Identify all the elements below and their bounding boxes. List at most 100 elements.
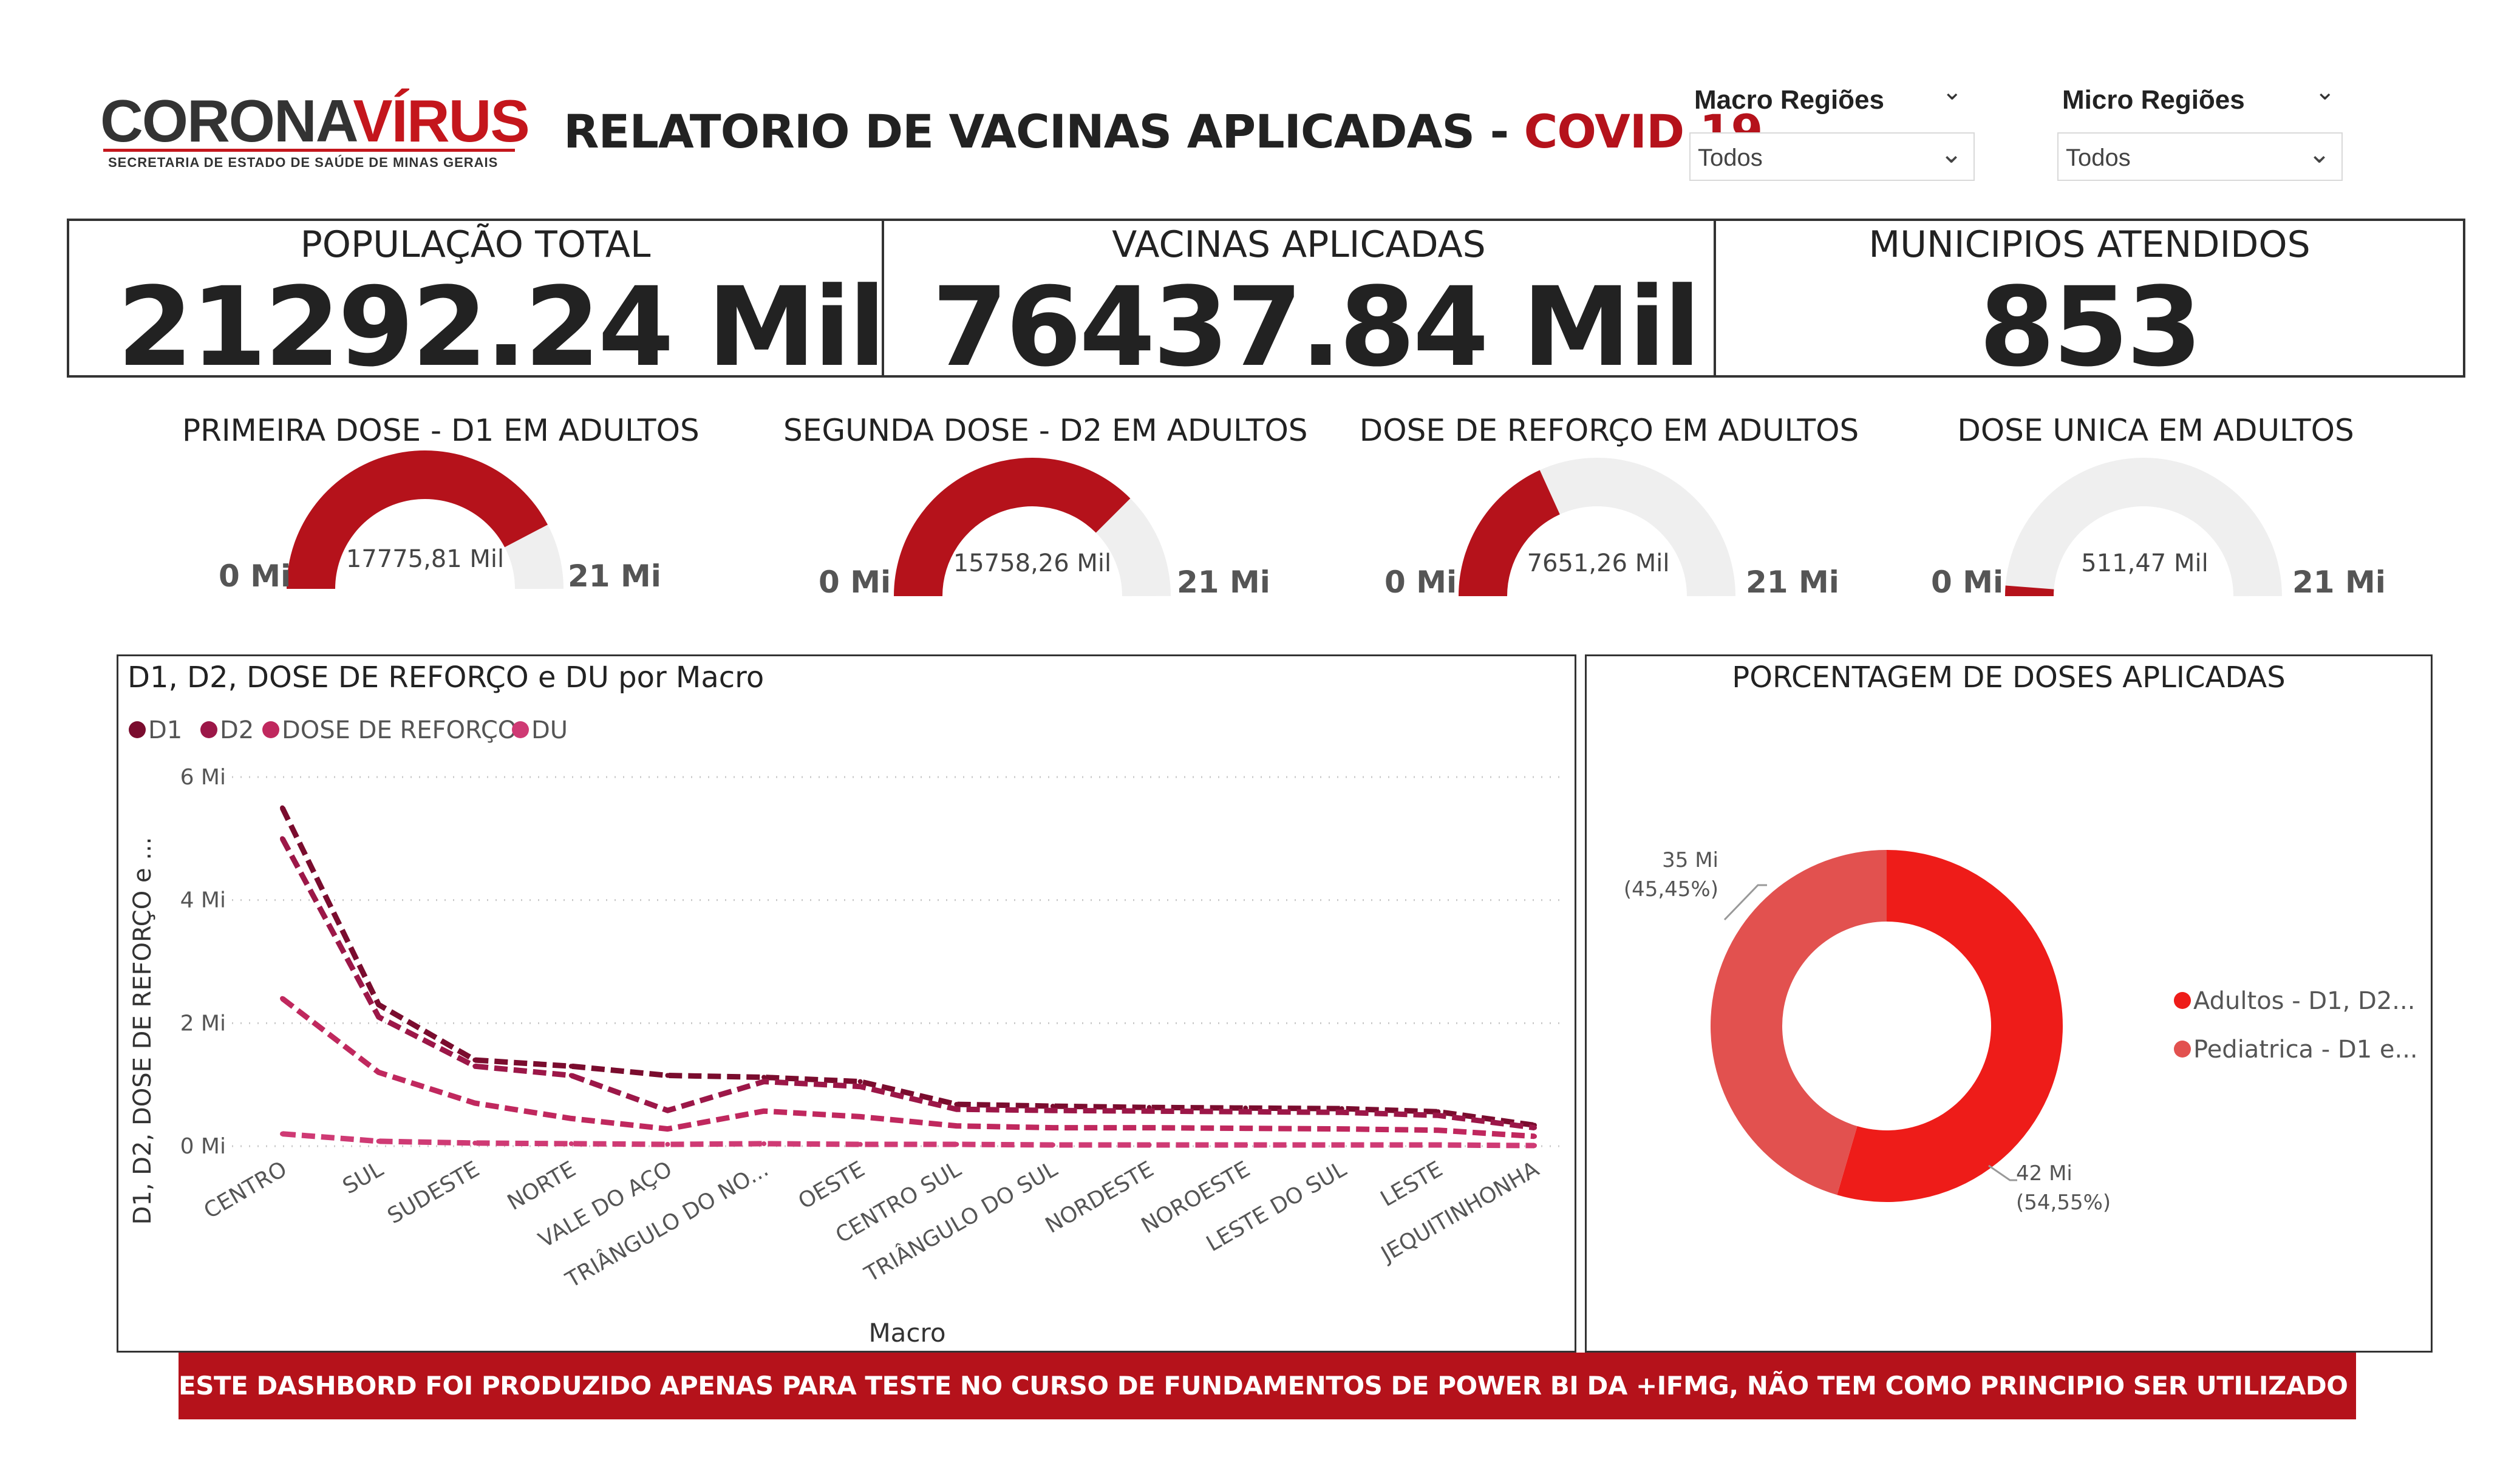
data-point[interactable] (1532, 1143, 1537, 1148)
data-point[interactable] (1339, 1142, 1344, 1147)
data-point[interactable] (472, 1064, 478, 1069)
logo-underline (103, 149, 515, 152)
data-point[interactable] (280, 805, 285, 810)
data-point[interactable] (280, 996, 285, 1001)
y-tick-label: 4 Mi (180, 888, 226, 913)
line-chart-x-axis-label: Macro (868, 1318, 945, 1348)
legend-d1[interactable]: D1 (129, 716, 182, 744)
data-point[interactable] (857, 1141, 863, 1147)
data-point[interactable] (568, 1141, 574, 1146)
data-point[interactable] (376, 1014, 381, 1020)
data-point[interactable] (568, 1064, 574, 1069)
data-point[interactable] (568, 1073, 574, 1078)
data-point[interactable] (1146, 1109, 1152, 1114)
micro-filter-dropdown[interactable]: Todos ⌄ (2057, 132, 2343, 181)
gauge-d2-title: SEGUNDA DOSE - D2 EM ADULTOS (783, 413, 1308, 448)
data-point[interactable] (1339, 1126, 1344, 1132)
data-point[interactable] (954, 1141, 959, 1147)
data-point[interactable] (1339, 1110, 1344, 1115)
legend-du[interactable]: DU (512, 716, 568, 744)
data-point[interactable] (472, 1058, 478, 1063)
series-line-dose-de-refor-o[interactable] (281, 996, 1535, 1139)
donut-slices (1711, 850, 2063, 1202)
donut-legend-adults[interactable]: Adultos - D1, D2... (2174, 987, 2415, 1015)
x-tick-label: LESTE (1377, 1156, 1447, 1212)
data-point[interactable] (1532, 1125, 1537, 1130)
data-point[interactable] (665, 1073, 670, 1078)
gauge-single-min: 0 Mi (1931, 565, 2004, 600)
data-point[interactable] (1146, 1125, 1152, 1130)
donut-legend-pediatric[interactable]: Pediatrica - D1 e... (2174, 1036, 2418, 1064)
x-tick-label: NORDESTE (1041, 1156, 1158, 1238)
kpi-municipalities-title: MUNICIPIOS ATENDIDOS (1868, 223, 2311, 266)
data-point[interactable] (1146, 1142, 1152, 1147)
donut-slice-1[interactable] (1711, 850, 1887, 1195)
kpi-population-value: 21292.24 Mil (117, 264, 886, 391)
macro-filter-dropdown[interactable]: Todos ⌄ (1689, 132, 1975, 181)
data-point[interactable] (1050, 1142, 1055, 1147)
data-point[interactable] (761, 1079, 767, 1084)
donut-pediatric-value: 35 Mi (1662, 848, 1718, 872)
data-point[interactable] (376, 1138, 381, 1144)
kpi-cards-frame (67, 219, 2465, 378)
donut-legend-adults-dot-icon (2174, 992, 2191, 1009)
data-point[interactable] (761, 1075, 767, 1080)
gauge-single (2005, 457, 2282, 596)
macro-filter-collapse-icon[interactable]: ⌄ (1942, 78, 1963, 106)
data-point[interactable] (857, 1114, 863, 1119)
series-line-d2[interactable] (280, 837, 1535, 1131)
data-point[interactable] (857, 1084, 863, 1089)
x-tick-label: NORTE (503, 1156, 581, 1215)
page-title: RELATORIO DE VACINAS APLICADAS - COVID 1… (564, 104, 1763, 158)
data-point[interactable] (761, 1109, 767, 1114)
series-line-du[interactable] (282, 1131, 1535, 1149)
line-chart-y-axis-label: D1, D2, DOSE DE REFORÇO e ... (129, 837, 157, 1225)
data-point[interactable] (1050, 1125, 1055, 1130)
data-point[interactable] (376, 1002, 381, 1007)
data-point[interactable] (1243, 1142, 1248, 1147)
data-point[interactable] (1532, 1133, 1537, 1139)
data-point[interactable] (954, 1102, 959, 1107)
kpi-vaccines-value: 76437.84 Mil (931, 264, 1701, 391)
legend-booster[interactable]: DOSE DE REFORÇO (262, 716, 517, 744)
data-point[interactable] (472, 1101, 478, 1106)
data-point[interactable] (472, 1140, 478, 1146)
donut-slice-0[interactable] (1837, 850, 2063, 1202)
gauge-d1-max: 21 Mi (568, 559, 661, 594)
gauges-svg (287, 450, 2282, 596)
x-tick-label: SUDESTE (383, 1156, 483, 1229)
gauge-d2-fill (894, 458, 1131, 596)
series-line-d1[interactable] (279, 806, 1535, 1128)
donut-chart-title: PORCENTAGEM DE DOSES APLICADAS (1732, 661, 2286, 695)
data-point[interactable] (280, 1131, 285, 1136)
gauge-booster-min: 0 Mi (1384, 565, 1457, 600)
data-point[interactable] (665, 1108, 670, 1113)
micro-filter-label: Micro Regiões (2062, 85, 2245, 115)
macro-filter-label: Macro Regiões (1694, 85, 1884, 115)
data-point[interactable] (1050, 1104, 1055, 1109)
kpi-vaccines-title: VACINAS APLICADAS (1112, 223, 1486, 266)
logo-brand-part2: VÍRUS (353, 87, 530, 154)
data-point[interactable] (665, 1126, 670, 1132)
data-point[interactable] (376, 1070, 381, 1075)
data-point[interactable] (1435, 1113, 1441, 1118)
data-point[interactable] (857, 1079, 863, 1084)
legend-d2[interactable]: D2 (200, 716, 254, 744)
data-point[interactable] (1435, 1142, 1441, 1147)
gauge-d2-max: 21 Mi (1177, 565, 1270, 600)
chevron-down-icon: ⌄ (1940, 138, 1963, 169)
micro-filter-collapse-icon[interactable]: ⌄ (2315, 78, 2335, 106)
data-point[interactable] (1243, 1126, 1248, 1131)
data-point[interactable] (954, 1123, 959, 1129)
data-point[interactable] (280, 836, 285, 841)
logo-brand: CORONAVÍRUS (100, 91, 530, 151)
data-point[interactable] (568, 1116, 574, 1121)
data-point[interactable] (665, 1141, 670, 1147)
donut-label-adults: 42 Mi (54,55%) (1988, 1161, 2111, 1215)
data-point[interactable] (1243, 1109, 1248, 1115)
data-point[interactable] (1435, 1127, 1441, 1133)
legend-d1-dot-icon (129, 721, 146, 738)
data-point[interactable] (761, 1141, 767, 1146)
data-point[interactable] (1050, 1108, 1055, 1113)
data-point[interactable] (954, 1107, 959, 1112)
